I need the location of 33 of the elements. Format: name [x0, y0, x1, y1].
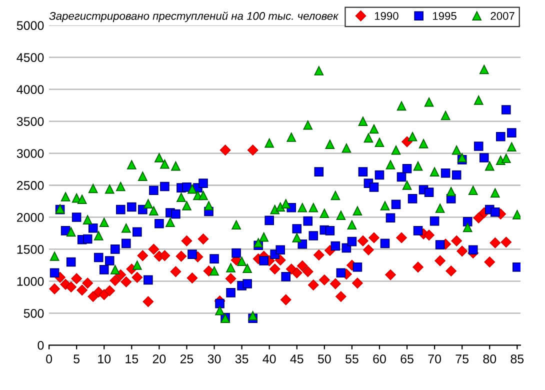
y-tick-label: 2500: [17, 181, 44, 190]
x-tick-label: 35: [235, 354, 248, 364]
x-tick-label: 60: [373, 354, 386, 364]
y-tick-label: 4500: [16, 53, 44, 62]
y-tick-label: 0: [38, 340, 44, 350]
x-tick-label: 80: [483, 354, 496, 364]
y-tick-label: 1000: [17, 276, 44, 286]
x-tick-label: 30: [208, 354, 221, 364]
x-tick-label: 45: [290, 354, 304, 364]
legend-label: 1995: [433, 12, 456, 20]
y-tick-label: 4000: [16, 85, 44, 94]
x-tick-label: 75: [456, 354, 469, 364]
y-tick-label: 5000: [16, 21, 44, 30]
legend-label: 2007: [490, 12, 514, 20]
y-tick-label: 3000: [16, 149, 44, 158]
y-tick-label: 2000: [17, 213, 44, 222]
x-tick-label: 65: [400, 354, 414, 364]
x-tick-label: 50: [318, 354, 331, 364]
chart-title: Зарегистрировано преступлений на 100 тыс. человек: [49, 12, 339, 22]
y-tick-label: 3500: [16, 117, 44, 126]
x-tick-label: 20: [152, 354, 166, 364]
y-tick-label: 1500: [17, 245, 44, 254]
x-tick-label: 55: [346, 354, 358, 364]
x-tick-label: 0: [46, 354, 52, 364]
x-tick-label: 85: [510, 354, 524, 364]
x-tick-label: 10: [98, 354, 111, 364]
legend-label: 1990: [374, 12, 398, 20]
y-tick-label: 500: [24, 308, 44, 318]
x-tick-label: 70: [428, 354, 442, 364]
x-tick-label: 25: [180, 354, 194, 364]
x-tick-label: 5: [74, 354, 80, 364]
x-tick-label: 15: [126, 354, 138, 364]
x-tick-label: 40: [262, 354, 276, 364]
